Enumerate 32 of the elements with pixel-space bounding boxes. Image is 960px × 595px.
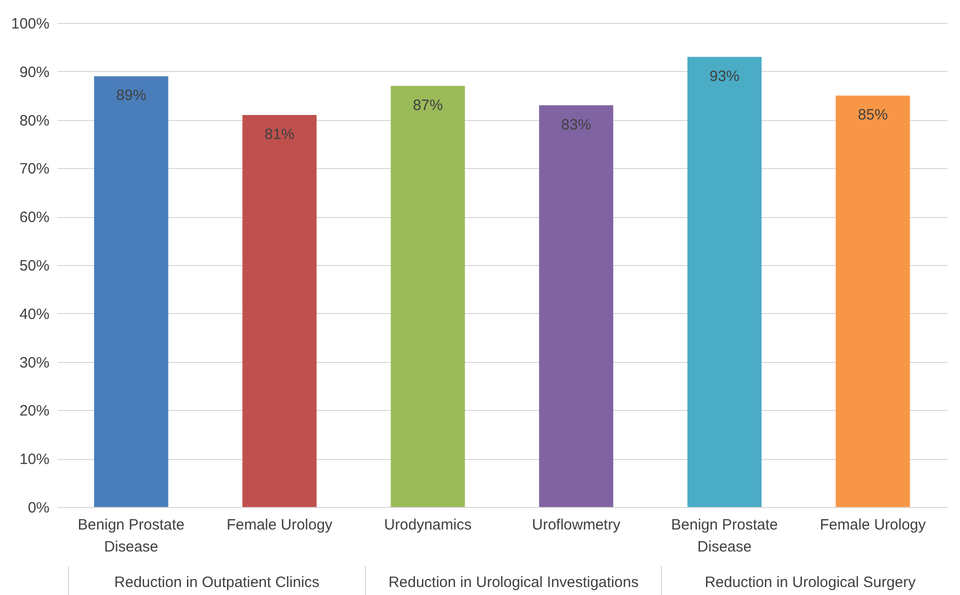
y-tick-label: 70% [19,160,50,178]
bar [539,105,614,507]
y-tick-label: 10% [19,451,50,468]
bar [94,76,168,507]
bar [836,96,910,507]
y-tick-label: 80% [19,112,50,130]
data-label: 83% [561,116,592,134]
bar [242,114,317,507]
y-tick-label: 20% [19,402,50,420]
y-tick-label: 60% [19,209,50,226]
data-label: 81% [264,126,295,143]
y-tick-label: 100% [11,16,50,32]
y-tick-label: 90% [19,64,50,81]
bar [687,56,762,507]
text: Reduction in Urological Surgery [661,566,958,595]
y-tick-label: 0% [28,500,50,516]
x-tick-label: Urodynamics [384,516,472,534]
text: Reduction in Outpatient Clinics [68,566,365,595]
x-tick-label: Benign Prostate Disease [671,516,778,556]
x-tick-label: Benign Prostate Disease [78,516,185,556]
data-label: 89% [116,87,146,104]
bar [390,86,465,507]
data-label: 87% [412,96,443,114]
y-tick-label: 50% [19,258,50,274]
data-label: 85% [858,106,888,124]
text: Reduction in Urological Investigations [364,566,662,595]
x-tick-label: Uroflowmetry [532,516,621,534]
x-tick-label: Female Urology [820,516,926,534]
y-tick-label: 40% [19,306,50,323]
x-tick-label: Female Urology [226,516,333,534]
data-label: 93% [709,68,740,85]
y-tick-label: 30% [19,354,50,372]
